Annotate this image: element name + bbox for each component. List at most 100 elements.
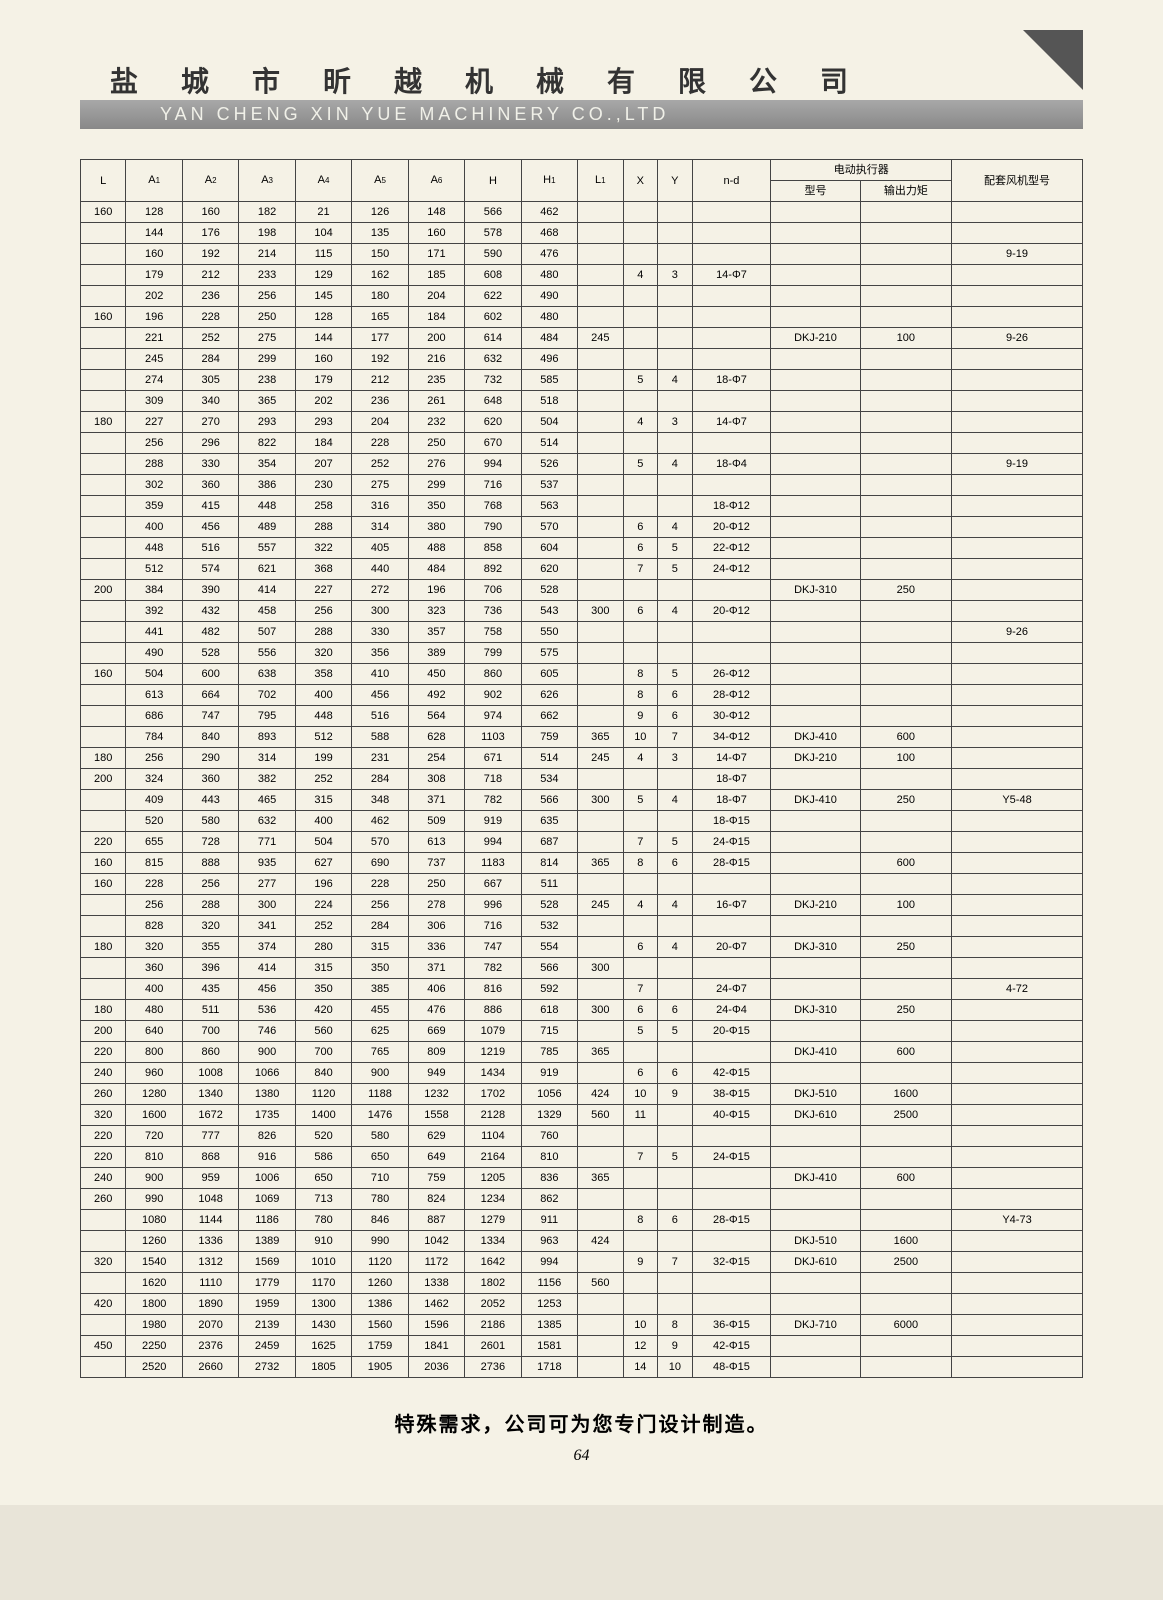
cell-A6: 1232 <box>408 1084 464 1105</box>
cell-nd <box>692 475 771 496</box>
cell-A1: 359 <box>126 496 182 517</box>
col-A4: A4 <box>295 160 351 202</box>
cell-L1: 245 <box>578 328 623 349</box>
col-A2: A2 <box>182 160 238 202</box>
cell-am: DKJ-410 <box>771 790 860 811</box>
cell-H: 1079 <box>465 1021 521 1042</box>
cell-A5: 316 <box>352 496 408 517</box>
cell-A2: 482 <box>182 622 238 643</box>
cell-L: 180 <box>81 748 126 769</box>
table-row: 309340365202236261648518 <box>81 391 1083 412</box>
cell-H: 620 <box>465 412 521 433</box>
cell-H: 1103 <box>465 727 521 748</box>
cell-L: 260 <box>81 1084 126 1105</box>
cell-A2: 435 <box>182 979 238 1000</box>
cell-X: 9 <box>623 1252 658 1273</box>
cell-A3: 771 <box>239 832 295 853</box>
cell-A1: 640 <box>126 1021 182 1042</box>
cell-A4: 1805 <box>295 1357 351 1378</box>
cell-A1: 520 <box>126 811 182 832</box>
cell-A1: 309 <box>126 391 182 412</box>
cell-nd <box>692 1168 771 1189</box>
table-row: 2883303542072522769945265418-Φ49-19 <box>81 454 1083 475</box>
cell-A6: 250 <box>408 433 464 454</box>
cell-nd <box>692 622 771 643</box>
cell-nd <box>692 1042 771 1063</box>
cell-A2: 747 <box>182 706 238 727</box>
cell-A3: 1006 <box>239 1168 295 1189</box>
cell-A4: 713 <box>295 1189 351 1210</box>
cell-A3: 382 <box>239 769 295 790</box>
cell-H1: 532 <box>521 916 577 937</box>
cell-A3: 746 <box>239 1021 295 1042</box>
table-row: 256296822184228250670514 <box>81 433 1083 454</box>
table-row: 4094434653153483717825663005418-Φ7DKJ-41… <box>81 790 1083 811</box>
table-row: 4004564892883143807905706420-Φ12 <box>81 517 1083 538</box>
cell-H: 716 <box>465 475 521 496</box>
cell-Y: 4 <box>658 937 693 958</box>
cell-L1 <box>578 412 623 433</box>
cell-L <box>81 895 126 916</box>
cell-A6: 488 <box>408 538 464 559</box>
table-row: 1804805115364204554768866183006624-Φ4DKJ… <box>81 1000 1083 1021</box>
cell-A5: 162 <box>352 265 408 286</box>
cell-A3: 638 <box>239 664 295 685</box>
cell-A2: 1890 <box>182 1294 238 1315</box>
table-row: 144176198104135160578468 <box>81 223 1083 244</box>
cell-am <box>771 685 860 706</box>
cell-am: DKJ-210 <box>771 328 860 349</box>
cell-H1: 585 <box>521 370 577 391</box>
cell-X: 11 <box>623 1105 658 1126</box>
cell-am: DKJ-710 <box>771 1315 860 1336</box>
cell-A6: 628 <box>408 727 464 748</box>
cell-Y: 4 <box>658 454 693 475</box>
cell-fm <box>952 202 1083 223</box>
cell-fm: Y4-73 <box>952 1210 1083 1231</box>
cell-A4: 160 <box>295 349 351 370</box>
cell-am <box>771 538 860 559</box>
cell-nd: 14-Φ7 <box>692 265 771 286</box>
cell-L1 <box>578 538 623 559</box>
table-row: 490528556320356389799575 <box>81 643 1083 664</box>
cell-A6: 299 <box>408 475 464 496</box>
cell-A3: 489 <box>239 517 295 538</box>
cell-Y <box>658 811 693 832</box>
cell-A2: 1048 <box>182 1189 238 1210</box>
cell-A3: 1569 <box>239 1252 295 1273</box>
cell-L1 <box>578 1315 623 1336</box>
cell-L1 <box>578 874 623 895</box>
cell-H1: 715 <box>521 1021 577 1042</box>
cell-H: 590 <box>465 244 521 265</box>
cell-nd <box>692 433 771 454</box>
cell-A4: 199 <box>295 748 351 769</box>
cell-A3: 2139 <box>239 1315 295 1336</box>
cell-A6: 669 <box>408 1021 464 1042</box>
cell-A2: 256 <box>182 874 238 895</box>
cell-X <box>623 223 658 244</box>
cell-at: 250 <box>860 937 951 958</box>
cell-A3: 826 <box>239 1126 295 1147</box>
cell-A5: 456 <box>352 685 408 706</box>
cell-H: 1279 <box>465 1210 521 1231</box>
table-row: 42018001890195913001386146220521253 <box>81 1294 1083 1315</box>
cell-A1: 400 <box>126 517 182 538</box>
cell-X: 6 <box>623 517 658 538</box>
cell-nd: 28-Φ15 <box>692 1210 771 1231</box>
cell-am: DKJ-410 <box>771 1168 860 1189</box>
cell-am: DKJ-210 <box>771 748 860 769</box>
cell-at <box>860 874 951 895</box>
cell-A2: 305 <box>182 370 238 391</box>
cell-A3: 1779 <box>239 1273 295 1294</box>
cell-H1: 526 <box>521 454 577 475</box>
cell-nd: 24-Φ12 <box>692 559 771 580</box>
cell-A1: 800 <box>126 1042 182 1063</box>
cell-A6: 148 <box>408 202 464 223</box>
cell-at: 100 <box>860 328 951 349</box>
cell-H1: 604 <box>521 538 577 559</box>
cell-A3: 1380 <box>239 1084 295 1105</box>
cell-A6: 184 <box>408 307 464 328</box>
cell-am <box>771 412 860 433</box>
cell-A2: 212 <box>182 265 238 286</box>
cell-L: 200 <box>81 769 126 790</box>
cell-at <box>860 391 951 412</box>
